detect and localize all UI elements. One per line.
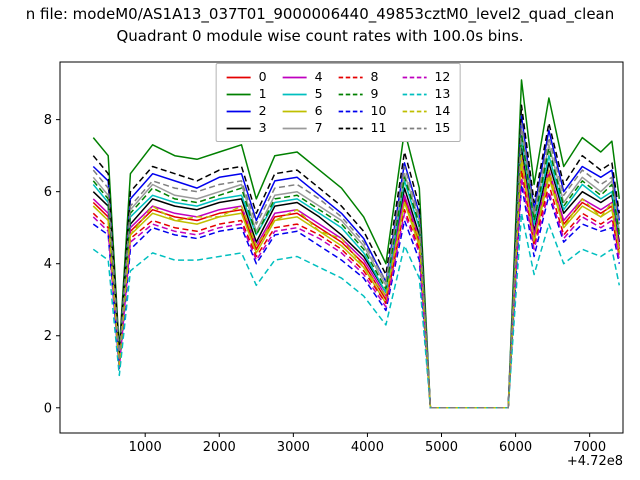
legend-line-sample <box>338 110 363 112</box>
legend-item: 14 <box>401 103 450 119</box>
legend-item-label: 9 <box>370 86 379 101</box>
legend-item-label: 6 <box>314 103 323 118</box>
legend-line-sample <box>338 127 363 129</box>
x-tick-label: 1000 <box>129 440 162 455</box>
legend-item-label: 8 <box>370 69 379 84</box>
chart-subtitle: Quadrant 0 module wise count rates with … <box>116 27 524 45</box>
legend-item-label: 4 <box>314 69 323 84</box>
axes-frame <box>59 61 624 434</box>
legend-item-label: 10 <box>370 103 387 118</box>
series-line-11 <box>92 104 621 409</box>
legend-item: 13 <box>401 86 450 102</box>
legend-line-sample <box>226 76 251 78</box>
series-line-5 <box>92 136 621 409</box>
legend-line-sample <box>338 76 363 78</box>
legend-column: 8 9 10 11 <box>338 69 387 136</box>
legend-item-label: 12 <box>434 69 451 84</box>
legend-item-label: 13 <box>434 86 451 101</box>
x-tick-label: 4000 <box>351 440 384 455</box>
series-line-13 <box>92 212 621 409</box>
legend-line-sample <box>282 76 307 78</box>
legend-line-sample <box>402 93 427 95</box>
series-line-1 <box>92 79 621 409</box>
series-line-12 <box>92 176 621 409</box>
x-tick-label: 6000 <box>499 440 532 455</box>
x-tick-label: 7000 <box>573 440 606 455</box>
legend-line-sample <box>338 93 363 95</box>
y-tick-label: 0 <box>44 401 52 416</box>
legend-item: 15 <box>401 120 450 136</box>
y-tick-label: 8 <box>44 113 52 128</box>
series-line-10 <box>92 183 621 409</box>
series-line-0 <box>92 158 621 409</box>
legend-item: 5 <box>282 86 323 102</box>
series-line-3 <box>92 147 621 409</box>
legend-item: 2 <box>226 103 267 119</box>
figure-title: n file: modeM0/AS1A13_037T01_9000006440_… <box>25 5 615 23</box>
x-tick-label: 2000 <box>203 440 236 455</box>
legend: 0 1 2 3 4 5 6 7 8 9 10 11 12 13 14 15 <box>215 63 461 142</box>
y-tick-label: 4 <box>44 257 52 272</box>
legend-line-sample <box>402 127 427 129</box>
series-line-2 <box>92 115 621 409</box>
legend-item: 3 <box>226 120 267 136</box>
legend-line-sample <box>226 93 251 95</box>
legend-column: 12 13 14 15 <box>401 69 450 136</box>
series-line-6 <box>92 162 621 409</box>
legend-item: 4 <box>282 69 323 85</box>
legend-column: 4 5 6 7 <box>282 69 323 136</box>
legend-item: 10 <box>338 103 387 119</box>
y-tick-label: 2 <box>44 329 52 344</box>
legend-item-label: 15 <box>434 120 451 135</box>
legend-line-sample <box>226 127 251 129</box>
series-line-14 <box>92 154 621 409</box>
legend-item: 8 <box>338 69 387 85</box>
legend-item: 1 <box>226 86 267 102</box>
y-tick-label: 6 <box>44 185 52 200</box>
legend-item: 0 <box>226 69 267 85</box>
series-line-7 <box>92 129 621 409</box>
legend-line-sample <box>402 76 427 78</box>
legend-column: 0 1 2 3 <box>226 69 267 136</box>
legend-item-label: 1 <box>258 86 267 101</box>
legend-item: 9 <box>338 86 387 102</box>
legend-line-sample <box>282 127 307 129</box>
legend-item: 6 <box>282 103 323 119</box>
legend-item-label: 5 <box>314 86 323 101</box>
legend-item: 11 <box>338 120 387 136</box>
x-tick-label: 5000 <box>425 440 458 455</box>
legend-line-sample <box>282 93 307 95</box>
legend-line-sample <box>402 110 427 112</box>
series-line-8 <box>92 169 621 409</box>
legend-item-label: 14 <box>434 103 451 118</box>
legend-item: 7 <box>282 120 323 136</box>
legend-item-label: 7 <box>314 120 323 135</box>
legend-line-sample <box>226 110 251 112</box>
legend-item-label: 3 <box>258 120 267 135</box>
legend-item-label: 0 <box>258 69 267 84</box>
legend-item: 12 <box>401 69 450 85</box>
x-axis-offset-label: +4.72e8 <box>567 454 623 469</box>
legend-item-label: 11 <box>370 120 387 135</box>
legend-line-sample <box>282 110 307 112</box>
x-tick-label: 3000 <box>277 440 310 455</box>
legend-item-label: 2 <box>258 103 267 118</box>
